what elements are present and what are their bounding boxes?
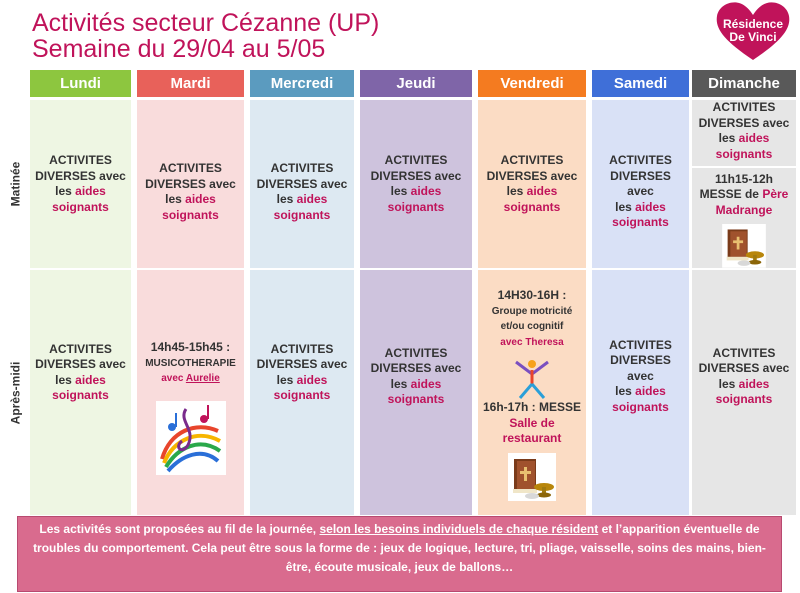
cell-mercredi-afternoon: ACTIVITES DIVERSES avec les aides soignan…	[250, 270, 354, 515]
cell-jeudi-afternoon: ACTIVITES DIVERSES avec les aides soignan…	[360, 270, 472, 515]
bible-icon	[508, 452, 556, 501]
musico-title: MUSICOTHERAPIE	[145, 357, 236, 369]
messe-vendredi-time: 16h-17h : MESSE	[482, 400, 582, 414]
cell-vendredi-morning: ACTIVITES DIVERSES avec les aides soignan…	[478, 100, 586, 268]
residence-logo: Résidence De Vinci	[713, 0, 793, 62]
row-label-afternoon: Après-midi	[8, 361, 22, 424]
messe-time: 11h15-12h	[714, 171, 774, 186]
exercise-figure-icon	[515, 360, 549, 399]
cell-dimanche-afternoon: ACTIVITES DIVERSES avec les aides soignan…	[692, 270, 796, 515]
day-header-vendredi: Vendredi	[478, 70, 586, 97]
day-header-jeudi: Jeudi	[360, 70, 472, 97]
page-title: Activités secteur Cézanne (UP) Semaine d…	[32, 10, 379, 62]
music-notes-icon	[155, 400, 226, 475]
heart-icon	[716, 2, 790, 61]
day-header-samedi: Samedi	[592, 70, 689, 97]
row-label-morning: Matinée	[8, 161, 22, 207]
motricite-title-2: et/ou cognitif	[500, 321, 564, 332]
musico-time: 14h45-15h45 :	[150, 340, 231, 355]
motricite-title-1: Groupe motricité	[491, 305, 573, 317]
cell-samedi-afternoon: ACTIVITES DIVERSES avec les aides soignan…	[592, 270, 689, 515]
cell-dimanche-morning: ACTIVITES DIVERSES avec les aides soignan…	[692, 100, 796, 268]
title-line-2: Semaine du 29/04 au 5/05	[32, 35, 326, 63]
footer-note: Les activités sont proposées au fil de l…	[17, 516, 782, 592]
logo-line-2: De Vinci	[729, 30, 777, 44]
bible-icon	[722, 224, 766, 268]
motricite-time: 14H30-16H :	[497, 288, 567, 302]
cell-samedi-morning: ACTIVITES DIVERSES avec les aides soignan…	[592, 100, 689, 268]
cell-mardi-afternoon: 14h45-15h45 : MUSICOTHERAPIE avec Aureli…	[137, 270, 244, 515]
cell-mercredi-morning: ACTIVITES DIVERSES avec les aides soignan…	[250, 100, 354, 268]
cell-jeudi-morning: ACTIVITES DIVERSES avec les aides soignan…	[360, 100, 472, 268]
cell-lundi-afternoon: ACTIVITES DIVERSES avec les aides soignan…	[30, 270, 131, 515]
title-line-1: Activités secteur Cézanne (UP)	[32, 9, 380, 37]
day-header-dimanche: Dimanche	[692, 70, 796, 97]
motricite-avec: avec Theresa	[500, 336, 564, 348]
cell-divider	[692, 166, 796, 168]
cell-vendredi-afternoon: 14H30-16H : Groupe motricité et/ou cogni…	[478, 270, 586, 515]
day-header-mercredi: Mercredi	[250, 70, 354, 97]
messe-place-2: restaurant	[502, 431, 562, 445]
logo-line-1: Résidence	[722, 17, 784, 31]
day-header-mardi: Mardi	[137, 70, 244, 97]
cell-mardi-morning: ACTIVITES DIVERSES avec les aides soignan…	[137, 100, 244, 268]
day-header-lundi: Lundi	[30, 70, 131, 97]
cell-lundi-morning: ACTIVITES DIVERSES avec les aides soignan…	[30, 100, 131, 268]
messe-place-1: Salle de	[509, 415, 555, 430]
